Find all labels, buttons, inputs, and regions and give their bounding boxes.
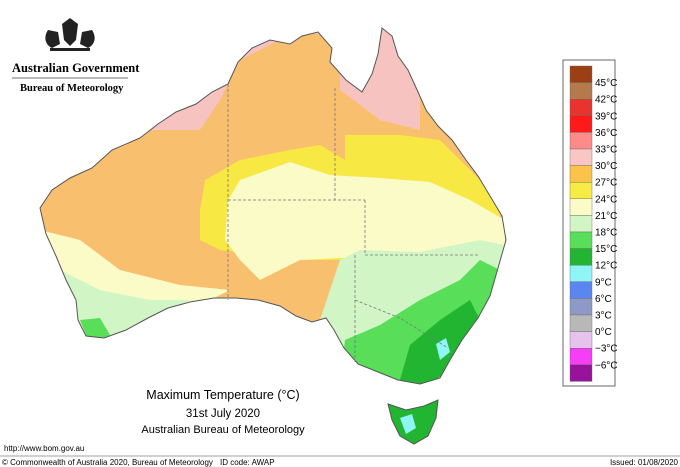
legend-swatch	[569, 165, 593, 183]
legend-swatch	[569, 132, 593, 150]
map-title: Maximum Temperature (°C)	[146, 388, 299, 402]
legend-swatch	[569, 82, 593, 100]
agency-name: Bureau of Meteorology	[20, 83, 124, 94]
legend-swatch	[569, 364, 593, 382]
legend-label: 27°C	[595, 178, 617, 189]
legend-swatch	[569, 331, 593, 349]
legend-swatch	[569, 65, 593, 83]
legend-swatch	[569, 198, 593, 216]
map-source: Australian Bureau of Meteorology	[141, 424, 305, 436]
legend-label: 42°C	[595, 95, 617, 106]
legend-swatch	[569, 281, 593, 299]
state-borders	[227, 84, 480, 362]
legend-swatch	[569, 215, 593, 233]
legend-label: −6°C	[595, 360, 618, 371]
legend-swatch	[569, 265, 593, 283]
legend-label: 21°C	[595, 211, 617, 222]
legend-swatch	[569, 115, 593, 133]
footer-url: http://www.bom.gov.au	[4, 444, 84, 453]
legend-label: 45°C	[595, 78, 617, 89]
legend-label: 0°C	[595, 327, 612, 338]
legend-swatch	[569, 231, 593, 249]
legend-label: 15°C	[595, 244, 617, 255]
legend-label: 39°C	[595, 111, 617, 122]
footer-id: ID code: AWAP	[220, 458, 275, 467]
map-date: 31st July 2020	[186, 408, 260, 420]
legend-label: −3°C	[595, 344, 618, 355]
legend-label: 12°C	[595, 261, 617, 272]
legend-label: 33°C	[595, 145, 617, 156]
legend-label: 6°C	[595, 294, 612, 305]
legend-swatch	[569, 148, 593, 166]
legend-swatch	[569, 181, 593, 199]
legend-label: 24°C	[595, 194, 617, 205]
legend-swatch	[569, 248, 593, 266]
legend-label: 30°C	[595, 161, 617, 172]
legend-swatch	[569, 314, 593, 332]
legend-swatch	[569, 98, 593, 116]
legend-swatch	[569, 348, 593, 366]
legend-label: 36°C	[595, 128, 617, 139]
legend-swatch	[569, 298, 593, 316]
government-name: Australian Government	[12, 61, 140, 75]
footer-issued: Issued: 01/08/2020	[610, 458, 679, 467]
coat-of-arms	[45, 18, 95, 51]
legend-label: 3°C	[595, 311, 612, 322]
tasmania	[387, 399, 439, 445]
footer-copyright: © Commonwealth of Australia 2020, Bureau…	[2, 458, 213, 467]
legend-label: 18°C	[595, 228, 617, 239]
legend-label: 9°C	[595, 277, 612, 288]
